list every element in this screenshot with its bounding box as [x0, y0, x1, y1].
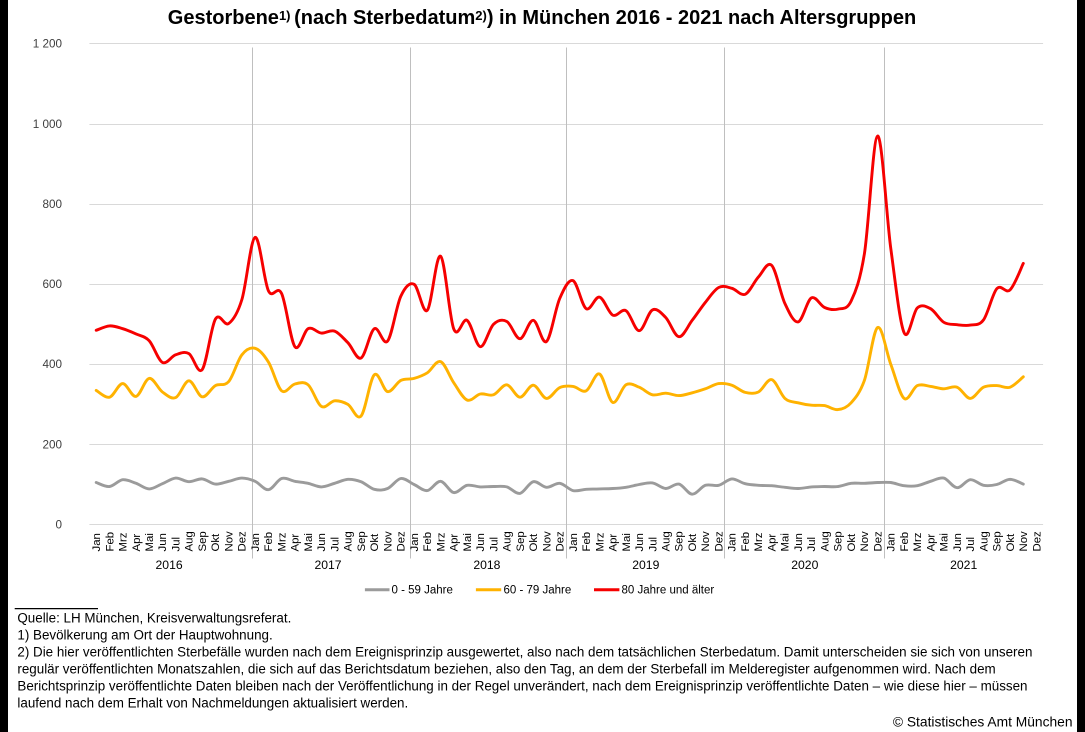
- svg-text:2017: 2017: [314, 558, 341, 572]
- svg-text:Dez: Dez: [237, 531, 249, 552]
- svg-text:Nov: Nov: [224, 531, 236, 552]
- svg-text:Aug: Aug: [343, 531, 355, 551]
- svg-text:Jul: Jul: [488, 537, 500, 552]
- svg-text:Aug: Aug: [978, 531, 990, 551]
- svg-text:Jan: Jan: [886, 533, 898, 551]
- svg-text:Apr: Apr: [290, 534, 302, 552]
- svg-text:Sep: Sep: [356, 531, 368, 551]
- svg-text:2021: 2021: [950, 558, 977, 572]
- svg-text:Mrz: Mrz: [753, 532, 765, 551]
- svg-text:Feb: Feb: [422, 532, 434, 552]
- svg-text:Jul: Jul: [647, 537, 659, 552]
- svg-text:Apr: Apr: [449, 534, 461, 552]
- svg-text:Aug: Aug: [502, 531, 514, 551]
- svg-text:Aug: Aug: [661, 531, 673, 551]
- svg-text:1 000: 1 000: [33, 118, 63, 131]
- svg-text:Dez: Dez: [1031, 531, 1043, 552]
- svg-text:0 - 59 Jahre: 0 - 59 Jahre: [392, 585, 453, 597]
- svg-text:Jun: Jun: [952, 533, 964, 551]
- svg-text:Nov: Nov: [700, 531, 712, 552]
- svg-text:2016: 2016: [156, 558, 183, 572]
- svg-text:Feb: Feb: [263, 532, 275, 552]
- svg-text:Aug: Aug: [184, 531, 196, 551]
- svg-text:Feb: Feb: [899, 532, 911, 552]
- svg-text:Jan: Jan: [409, 533, 421, 551]
- svg-text:Mrz: Mrz: [435, 532, 447, 551]
- svg-text:80 Jahre und älter: 80 Jahre und älter: [622, 585, 715, 597]
- svg-text:Okt: Okt: [210, 533, 222, 552]
- svg-text:Jul: Jul: [329, 537, 341, 552]
- svg-text:Mrz: Mrz: [912, 532, 924, 551]
- svg-text:1) Bevölkerung am Ort der Haup: 1) Bevölkerung am Ort der Hauptwohnung.: [17, 628, 272, 643]
- svg-text:2019: 2019: [632, 558, 659, 572]
- svg-text:Berichtsprinzip veröffentlicht: Berichtsprinzip veröffentlichte Daten bl…: [17, 679, 1027, 694]
- svg-text:Sep: Sep: [833, 531, 845, 551]
- svg-text:Sep: Sep: [515, 531, 527, 551]
- svg-text:regulär veröffentlichten Monat: regulär veröffentlichten Monatszahlen, d…: [17, 662, 995, 677]
- svg-text:Mrz: Mrz: [594, 532, 606, 551]
- svg-text:Apr: Apr: [925, 534, 937, 552]
- svg-text:2) Die hier veröffentlichten S: 2) Die hier veröffentlichten Sterbefälle…: [17, 645, 1032, 660]
- svg-text:Dez: Dez: [555, 531, 567, 552]
- svg-text:2018: 2018: [473, 558, 500, 572]
- svg-text:laufend nach dem Erhalt von Na: laufend nach dem Erhalt von Nachmeldunge…: [17, 696, 408, 711]
- svg-text:Feb: Feb: [581, 532, 593, 552]
- svg-text:Quelle: LH München, Kreisverwa: Quelle: LH München, Kreisverwaltungsrefe…: [17, 611, 291, 626]
- svg-text:Jan: Jan: [727, 533, 739, 551]
- svg-text:Nov: Nov: [859, 531, 871, 552]
- svg-text:Nov: Nov: [541, 531, 553, 552]
- svg-text:60 - 79 Jahre: 60 - 79 Jahre: [504, 585, 572, 597]
- svg-text:0: 0: [55, 518, 62, 531]
- svg-text:Jun: Jun: [475, 533, 487, 551]
- svg-text:Mai: Mai: [303, 533, 315, 551]
- svg-text:Okt: Okt: [369, 533, 381, 552]
- svg-text:Gestorbene1) (nach Sterbedatum: Gestorbene1) (nach Sterbedatum2)) in Mün…: [168, 7, 916, 29]
- svg-text:Sep: Sep: [197, 531, 209, 551]
- svg-text:Okt: Okt: [846, 533, 858, 552]
- svg-text:Dez: Dez: [396, 531, 408, 552]
- svg-text:Mrz: Mrz: [118, 532, 130, 551]
- svg-text:Apr: Apr: [767, 534, 779, 552]
- svg-text:Dez: Dez: [872, 531, 884, 552]
- svg-text:Jul: Jul: [806, 537, 818, 552]
- svg-text:Jul: Jul: [171, 537, 183, 552]
- svg-text:Jan: Jan: [91, 533, 103, 551]
- svg-text:Nov: Nov: [382, 531, 394, 552]
- svg-text:Apr: Apr: [131, 534, 143, 552]
- svg-text:600: 600: [42, 278, 62, 291]
- svg-text:Jan: Jan: [568, 533, 580, 551]
- svg-text:Jun: Jun: [793, 533, 805, 551]
- svg-text:Sep: Sep: [674, 531, 686, 551]
- svg-text:Mai: Mai: [939, 533, 951, 551]
- svg-text:Jun: Jun: [157, 533, 169, 551]
- svg-text:© Statistisches Amt München: © Statistisches Amt München: [893, 715, 1073, 730]
- svg-text:Okt: Okt: [1005, 533, 1017, 552]
- svg-text:Apr: Apr: [608, 534, 620, 552]
- svg-text:1 200: 1 200: [33, 38, 63, 51]
- svg-text:Jul: Jul: [965, 537, 977, 552]
- svg-text:Nov: Nov: [1018, 531, 1030, 552]
- svg-text:Mrz: Mrz: [276, 532, 288, 551]
- svg-text:800: 800: [42, 198, 62, 211]
- svg-text:Okt: Okt: [528, 533, 540, 552]
- svg-text:2020: 2020: [791, 558, 818, 572]
- svg-text:Dez: Dez: [714, 531, 726, 552]
- svg-text:Mai: Mai: [144, 533, 156, 551]
- svg-text:Jun: Jun: [634, 533, 646, 551]
- svg-text:Jan: Jan: [250, 533, 262, 551]
- svg-text:Mai: Mai: [462, 533, 474, 551]
- svg-text:Mai: Mai: [621, 533, 633, 551]
- svg-text:Feb: Feb: [104, 532, 116, 552]
- svg-text:Mai: Mai: [780, 533, 792, 551]
- svg-text:Okt: Okt: [687, 533, 699, 552]
- svg-text:Feb: Feb: [740, 532, 752, 552]
- svg-text:Aug: Aug: [819, 531, 831, 551]
- svg-text:400: 400: [42, 358, 62, 371]
- svg-text:Sep: Sep: [992, 531, 1004, 551]
- svg-text:Jun: Jun: [316, 533, 328, 551]
- svg-text:200: 200: [42, 438, 62, 451]
